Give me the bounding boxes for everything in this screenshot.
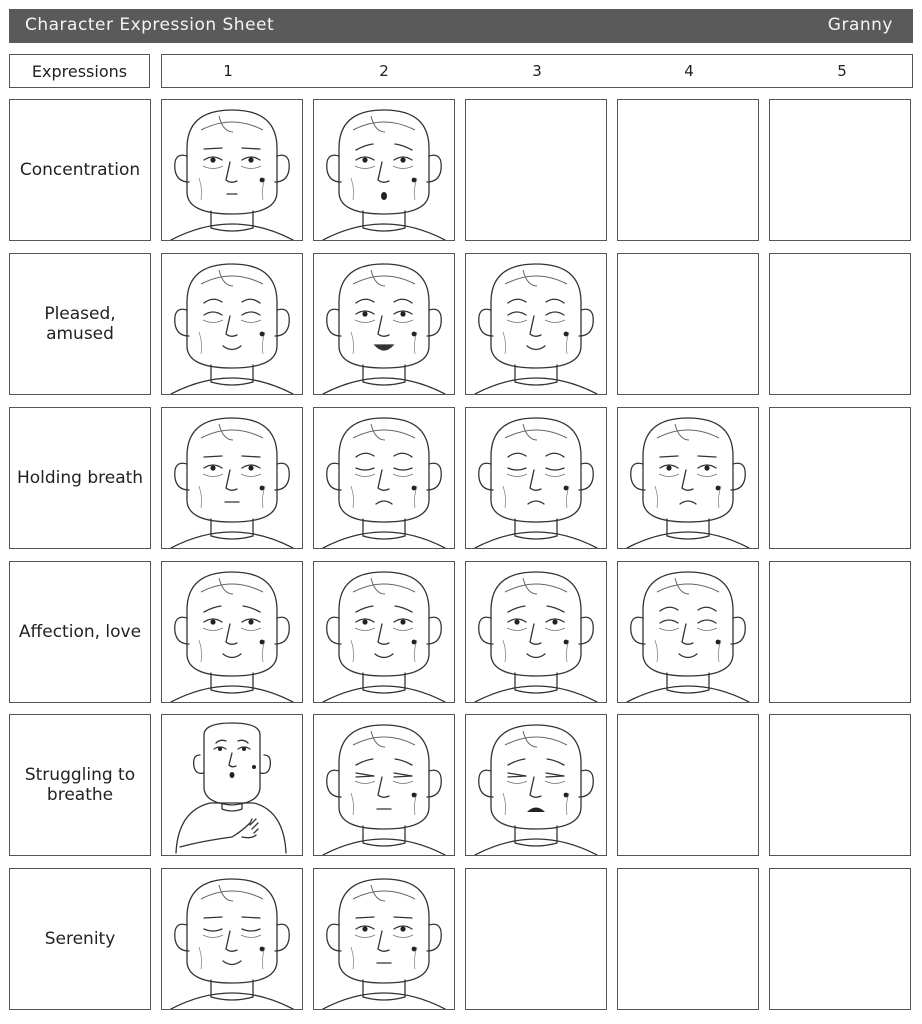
expression-drawing — [313, 407, 455, 549]
expression-label: Pleased, amused — [9, 253, 151, 395]
granny-face-sketch — [322, 109, 446, 240]
expression-drawing — [617, 561, 759, 703]
empty-cell — [769, 99, 911, 241]
expression-label: Affection, love — [9, 561, 151, 703]
granny-face-sketch — [474, 571, 598, 702]
granny-face-sketch — [474, 417, 598, 548]
empty-cell — [769, 407, 911, 549]
empty-cell — [769, 561, 911, 703]
column-number: 4 — [684, 62, 694, 80]
granny-face-sketch — [322, 878, 446, 1009]
expression-drawing — [313, 253, 455, 395]
empty-cell — [769, 714, 911, 856]
column-number: 5 — [837, 62, 847, 80]
granny-face-sketch — [322, 417, 446, 548]
expression-drawing — [313, 99, 455, 241]
empty-cell — [769, 253, 911, 395]
expression-drawing — [313, 561, 455, 703]
granny-face-sketch — [170, 571, 294, 702]
expression-drawing — [465, 253, 607, 395]
expression-drawing — [313, 714, 455, 856]
expression-drawing — [161, 407, 303, 549]
empty-cell — [617, 253, 759, 395]
empty-cell — [617, 714, 759, 856]
empty-cell — [769, 868, 911, 1010]
empty-cell — [465, 99, 607, 241]
expressions-header: Expressions — [9, 54, 150, 88]
expression-drawing — [465, 407, 607, 549]
expression-drawing — [313, 868, 455, 1010]
granny-face-sketch — [474, 724, 598, 855]
granny-face-sketch — [626, 571, 750, 702]
expression-label: Concentration — [9, 99, 151, 241]
expression-drawing — [465, 561, 607, 703]
expression-drawing — [617, 407, 759, 549]
granny-face-sketch — [175, 722, 287, 854]
granny-face-sketch — [322, 724, 446, 855]
column-number: 2 — [379, 62, 389, 80]
column-number: 1 — [223, 62, 233, 80]
expression-label: Holding breath — [9, 407, 151, 549]
granny-face-sketch — [474, 263, 598, 394]
empty-cell — [465, 868, 607, 1010]
expression-drawing — [161, 253, 303, 395]
expression-drawing — [161, 99, 303, 241]
expression-drawing — [161, 561, 303, 703]
expression-label: Serenity — [9, 868, 151, 1010]
empty-cell — [617, 99, 759, 241]
granny-face-sketch — [322, 571, 446, 702]
column-header: 1 2 3 4 5 — [161, 54, 913, 88]
title-bar: Character Expression Sheet Granny — [9, 9, 913, 43]
granny-face-sketch — [170, 878, 294, 1009]
character-name: Granny — [827, 15, 893, 35]
granny-face-sketch — [170, 417, 294, 548]
expression-drawing — [161, 714, 303, 856]
empty-cell — [617, 868, 759, 1010]
granny-face-sketch — [626, 417, 750, 548]
granny-face-sketch — [170, 109, 294, 240]
expression-drawing — [161, 868, 303, 1010]
expression-drawing — [465, 714, 607, 856]
sheet-title: Character Expression Sheet — [25, 15, 275, 35]
granny-face-sketch — [170, 263, 294, 394]
column-number: 3 — [532, 62, 542, 80]
expression-label: Struggling to breathe — [9, 714, 151, 856]
granny-face-sketch — [322, 263, 446, 394]
